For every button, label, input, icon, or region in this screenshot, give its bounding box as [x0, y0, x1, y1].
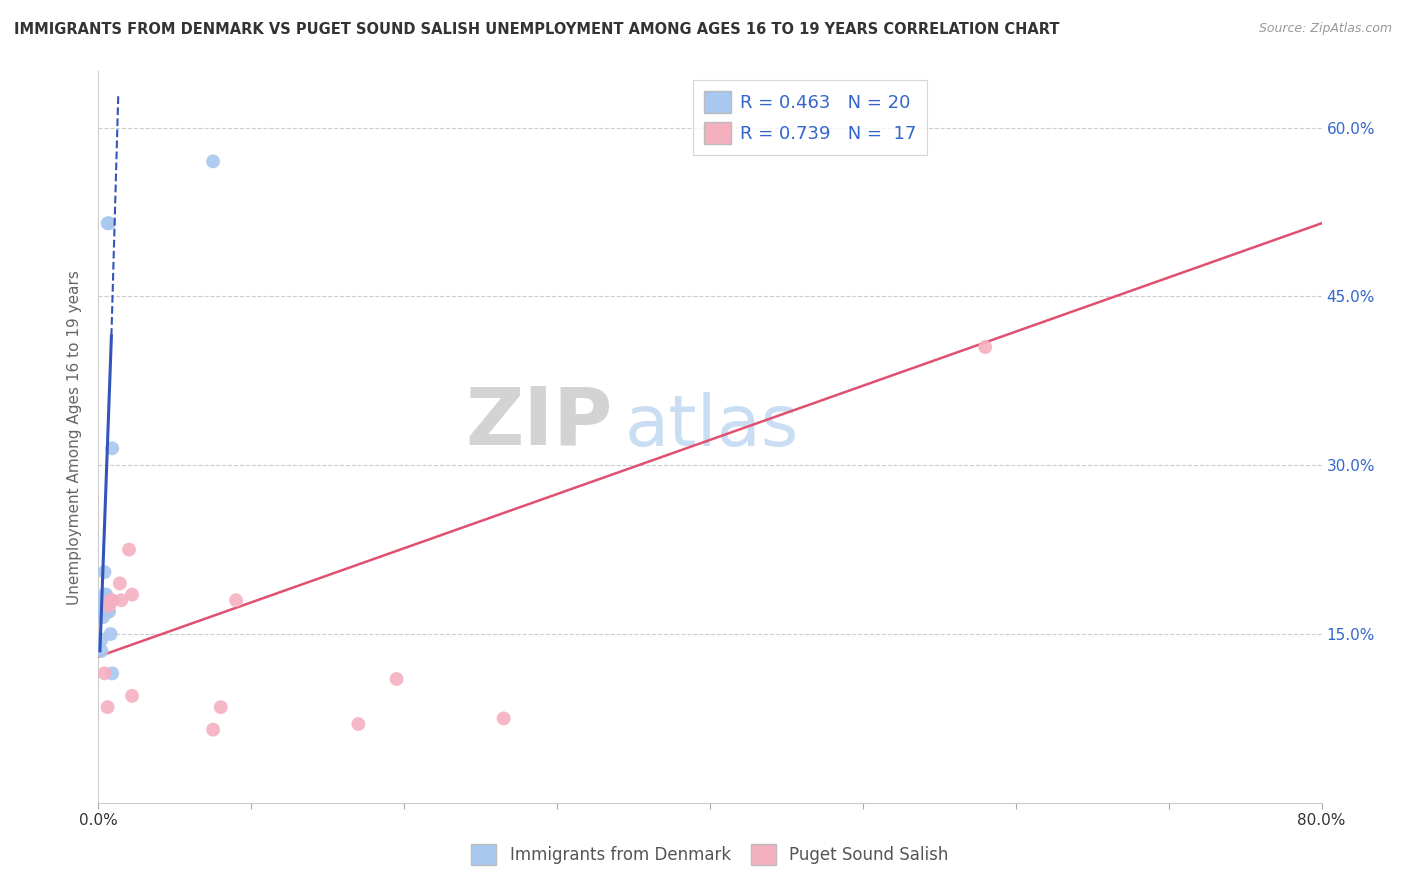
Point: [492, 711, 515, 725]
Legend: Immigrants from Denmark, Puget Sound Salish: Immigrants from Denmark, Puget Sound Sal…: [465, 838, 955, 871]
Point: [121, 689, 143, 703]
Point: [93, 605, 115, 619]
Point: [385, 672, 408, 686]
Point: [93, 588, 115, 602]
Point: [91, 599, 114, 613]
Point: [202, 723, 225, 737]
Point: [108, 576, 131, 591]
Point: [94, 588, 117, 602]
Point: [97, 605, 120, 619]
Point: [94, 605, 117, 619]
Point: [98, 216, 121, 230]
Point: [90, 644, 112, 658]
Text: atlas: atlas: [624, 392, 799, 460]
Point: [97, 605, 120, 619]
Point: [110, 593, 132, 607]
Point: [121, 588, 143, 602]
Point: [98, 599, 121, 613]
Point: [97, 700, 120, 714]
Point: [101, 442, 124, 456]
Point: [209, 700, 232, 714]
Point: [97, 605, 120, 619]
Point: [100, 627, 122, 641]
Text: ZIP: ZIP: [465, 384, 612, 461]
Point: [93, 666, 115, 681]
Point: [101, 666, 124, 681]
Point: [91, 610, 114, 624]
Point: [974, 340, 997, 354]
Text: Source: ZipAtlas.com: Source: ZipAtlas.com: [1258, 22, 1392, 36]
Point: [202, 154, 225, 169]
Point: [97, 216, 120, 230]
Point: [347, 717, 370, 731]
Point: [101, 593, 124, 607]
Point: [93, 565, 115, 579]
Point: [118, 542, 141, 557]
Point: [94, 593, 117, 607]
Text: IMMIGRANTS FROM DENMARK VS PUGET SOUND SALISH UNEMPLOYMENT AMONG AGES 16 TO 19 Y: IMMIGRANTS FROM DENMARK VS PUGET SOUND S…: [14, 22, 1060, 37]
Point: [100, 593, 122, 607]
Y-axis label: Unemployment Among Ages 16 to 19 years: Unemployment Among Ages 16 to 19 years: [67, 269, 83, 605]
Point: [90, 632, 112, 647]
Point: [98, 605, 121, 619]
Point: [225, 593, 247, 607]
